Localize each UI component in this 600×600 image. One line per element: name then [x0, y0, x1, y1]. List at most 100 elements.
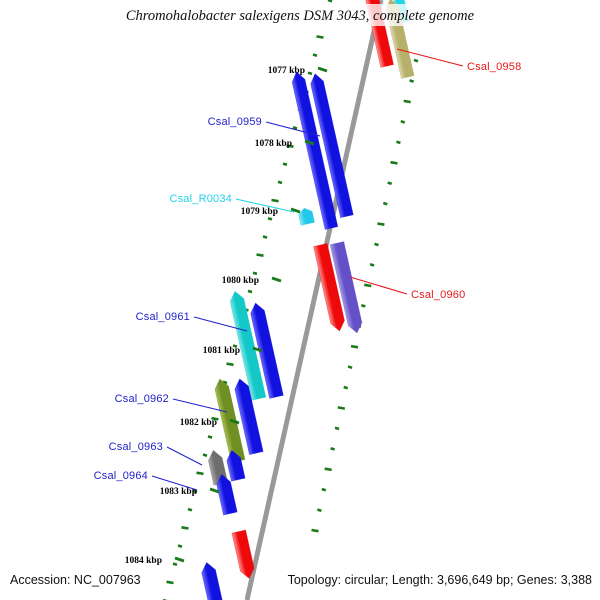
- gene-bar-body[interactable]: [297, 207, 315, 226]
- gene-bar[interactable]: [228, 290, 267, 401]
- ruler-tick: [317, 66, 328, 73]
- rail-dash: [337, 406, 346, 410]
- rail-dash: [363, 283, 372, 288]
- rail-dash: [187, 507, 193, 512]
- leader-line: [151, 475, 198, 491]
- gene-bar-body[interactable]: [233, 377, 264, 455]
- gene-bar-outline: [231, 529, 255, 579]
- gene-bar[interactable]: [313, 243, 347, 333]
- ruler-tick: [229, 418, 240, 425]
- genome-axis: [244, 0, 384, 600]
- gene-bar[interactable]: [249, 302, 284, 399]
- gene-bar-outline: [214, 378, 246, 463]
- ruler-tick-label: 1079 kbp: [241, 207, 278, 217]
- rail-dash: [321, 487, 327, 492]
- rail-dash: [330, 447, 335, 451]
- ruler-tick: [304, 139, 315, 146]
- rail-dash: [286, 144, 294, 148]
- leader-line: [235, 198, 295, 213]
- gene-bar-body[interactable]: [309, 72, 354, 218]
- leader-line: [396, 48, 464, 67]
- rail-dash: [207, 435, 213, 439]
- gene-bar-body[interactable]: [200, 561, 223, 600]
- rail-dash: [307, 71, 313, 76]
- gene-label-csal_r0034[interactable]: Csal_R0034: [169, 193, 232, 205]
- gene-label-csal_0958[interactable]: Csal_0958: [467, 61, 521, 73]
- gene-bar[interactable]: [290, 71, 339, 230]
- ruler-tick-label: 1082 kbp: [180, 418, 217, 428]
- gene-bar[interactable]: [200, 561, 223, 600]
- rail-dash: [369, 263, 375, 267]
- gene-bar-outline: [313, 243, 345, 332]
- gene-bar-outline: [250, 302, 284, 399]
- rail-dash: [317, 508, 322, 513]
- rail-dash: [282, 162, 288, 167]
- ruler-tick: [290, 207, 301, 214]
- gene-bar[interactable]: [233, 377, 264, 455]
- gene-bar-body[interactable]: [290, 71, 338, 230]
- gene-bar[interactable]: [297, 207, 315, 226]
- leader-line: [166, 446, 203, 466]
- rail-dash: [360, 303, 366, 308]
- rail-dash: [192, 489, 198, 494]
- rail-dash: [177, 544, 183, 548]
- rail-dash: [316, 35, 324, 39]
- genome-summary-label: Topology: circular; Length: 3,696,649 bp…: [288, 573, 592, 587]
- rail-dash: [312, 53, 318, 57]
- leader-line: [265, 121, 321, 137]
- rail-dash: [267, 216, 273, 221]
- gene-label-csal_0959[interactable]: Csal_0959: [208, 116, 262, 128]
- ruler-tick-label: 1078 kbp: [255, 139, 292, 149]
- gene-bar[interactable]: [329, 241, 364, 335]
- rail-dash: [247, 289, 253, 294]
- rail-dash: [277, 180, 283, 185]
- rail-dash: [403, 99, 411, 104]
- rail-dash: [311, 528, 319, 533]
- gene-bar-body[interactable]: [231, 530, 256, 580]
- gene-label-csal_0960[interactable]: Csal_0960: [411, 289, 465, 301]
- ruler-tick: [174, 556, 185, 563]
- rail-dash: [327, 0, 333, 3]
- gene-bar-group[interactable]: [200, 0, 415, 600]
- ruler-tick-marks: [174, 66, 328, 563]
- gene-label-group[interactable]: Csal_0958 Csal_0959 Csal_R0034 Csal_0960 Csa…: [94, 61, 522, 482]
- gene-bar[interactable]: [225, 449, 246, 482]
- rail-dash: [343, 385, 349, 390]
- ruler-tick: [271, 276, 282, 283]
- leader-line: [349, 276, 408, 295]
- leader-line: [193, 316, 248, 332]
- rail-dash: [400, 120, 406, 124]
- gene-bar-body[interactable]: [215, 473, 238, 516]
- gene-bar-body[interactable]: [313, 243, 347, 333]
- gene-bar[interactable]: [309, 72, 354, 219]
- title-backdrop: [88, 4, 512, 26]
- rail-dash: [396, 140, 401, 145]
- rail-dash: [350, 344, 359, 349]
- gene-bar-body[interactable]: [249, 302, 284, 399]
- rail-dash: [196, 471, 204, 476]
- gene-bar[interactable]: [215, 473, 238, 516]
- gene-label-csal_0963[interactable]: Csal_0963: [109, 441, 163, 453]
- rail-dash: [409, 79, 414, 83]
- rail-dash: [211, 416, 219, 421]
- rail-dash: [390, 160, 398, 165]
- gene-label-csal_0964[interactable]: Csal_0964: [94, 470, 148, 482]
- gene-label-csal_0962[interactable]: Csal_0962: [115, 393, 169, 405]
- gene-bar-outline: [216, 474, 238, 516]
- rail-dash: [256, 253, 264, 257]
- gene-bar-body[interactable]: [330, 241, 364, 335]
- gene-bar-outline: [298, 207, 315, 226]
- rail-dash: [232, 344, 238, 348]
- ruler-tick-label: 1077 kbp: [268, 66, 305, 76]
- rail-dash: [374, 242, 379, 247]
- ruler-tick-labels: 1077 kbp 1078 kbp 1079 kbp 1080 kbp 1081 kbp…: [125, 66, 305, 566]
- gene-bar[interactable]: [231, 529, 256, 580]
- ruler-tick: [209, 487, 220, 494]
- rail-dash: [377, 222, 385, 226]
- gene-bar-body[interactable]: [228, 290, 266, 401]
- gene-label-csal_0961[interactable]: Csal_0961: [136, 311, 190, 323]
- ruler-tick: [252, 346, 263, 353]
- rail-dash: [172, 562, 178, 567]
